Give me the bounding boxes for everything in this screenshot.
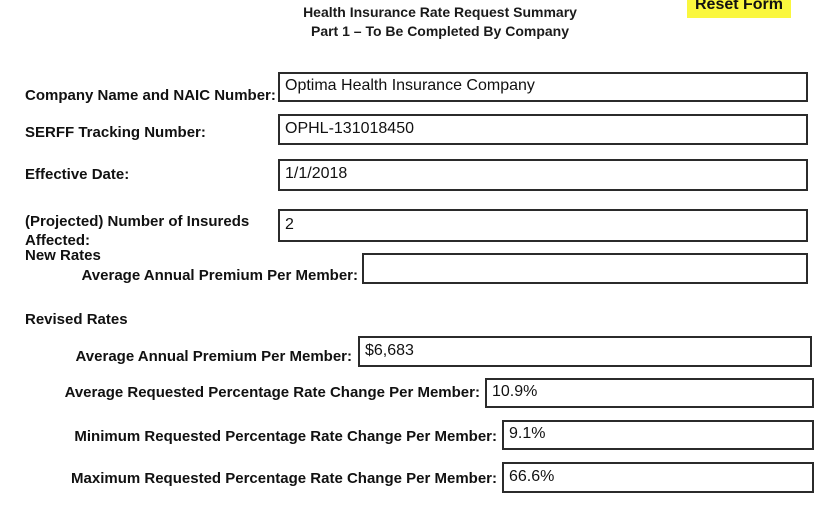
avg-rate-change-input[interactable] <box>485 378 814 408</box>
serff-tracking-label: SERFF Tracking Number: <box>25 124 206 141</box>
company-name-label: Company Name and NAIC Number: <box>25 87 276 104</box>
page-title: Health Insurance Rate Request Summary Pa… <box>40 3 823 41</box>
serff-tracking-input[interactable] <box>278 114 808 145</box>
new-rates-avg-premium-label: Average Annual Premium Per Member: <box>81 267 358 284</box>
revised-avg-premium-input[interactable] <box>358 336 812 367</box>
company-name-input[interactable] <box>278 72 808 102</box>
reset-form-button[interactable]: Reset Form <box>687 0 791 18</box>
max-rate-change-label: Maximum Requested Percentage Rate Change… <box>71 470 497 487</box>
insureds-affected-input[interactable] <box>278 209 808 242</box>
min-rate-change-label: Minimum Requested Percentage Rate Change… <box>74 428 497 445</box>
revised-avg-premium-label: Average Annual Premium Per Member: <box>75 348 352 365</box>
min-rate-change-input[interactable] <box>502 420 814 450</box>
avg-rate-change-label: Average Requested Percentage Rate Change… <box>64 384 480 401</box>
effective-date-label: Effective Date: <box>25 166 130 183</box>
page-title-line1: Health Insurance Rate Request Summary <box>303 4 577 20</box>
insureds-affected-label-line1: (Projected) Number of Insureds <box>25 213 250 230</box>
insureds-affected-label: (Projected) Number of Insureds Affected: <box>25 212 275 250</box>
new-rates-avg-premium-input[interactable] <box>362 253 808 284</box>
new-rates-heading: New Rates <box>25 247 101 264</box>
revised-rates-heading: Revised Rates <box>25 311 128 328</box>
effective-date-input[interactable] <box>278 159 808 191</box>
insureds-affected-label-line2: Affected: <box>25 232 91 249</box>
page-title-line2: Part 1 – To Be Completed By Company <box>310 23 569 39</box>
max-rate-change-input[interactable] <box>502 462 814 493</box>
